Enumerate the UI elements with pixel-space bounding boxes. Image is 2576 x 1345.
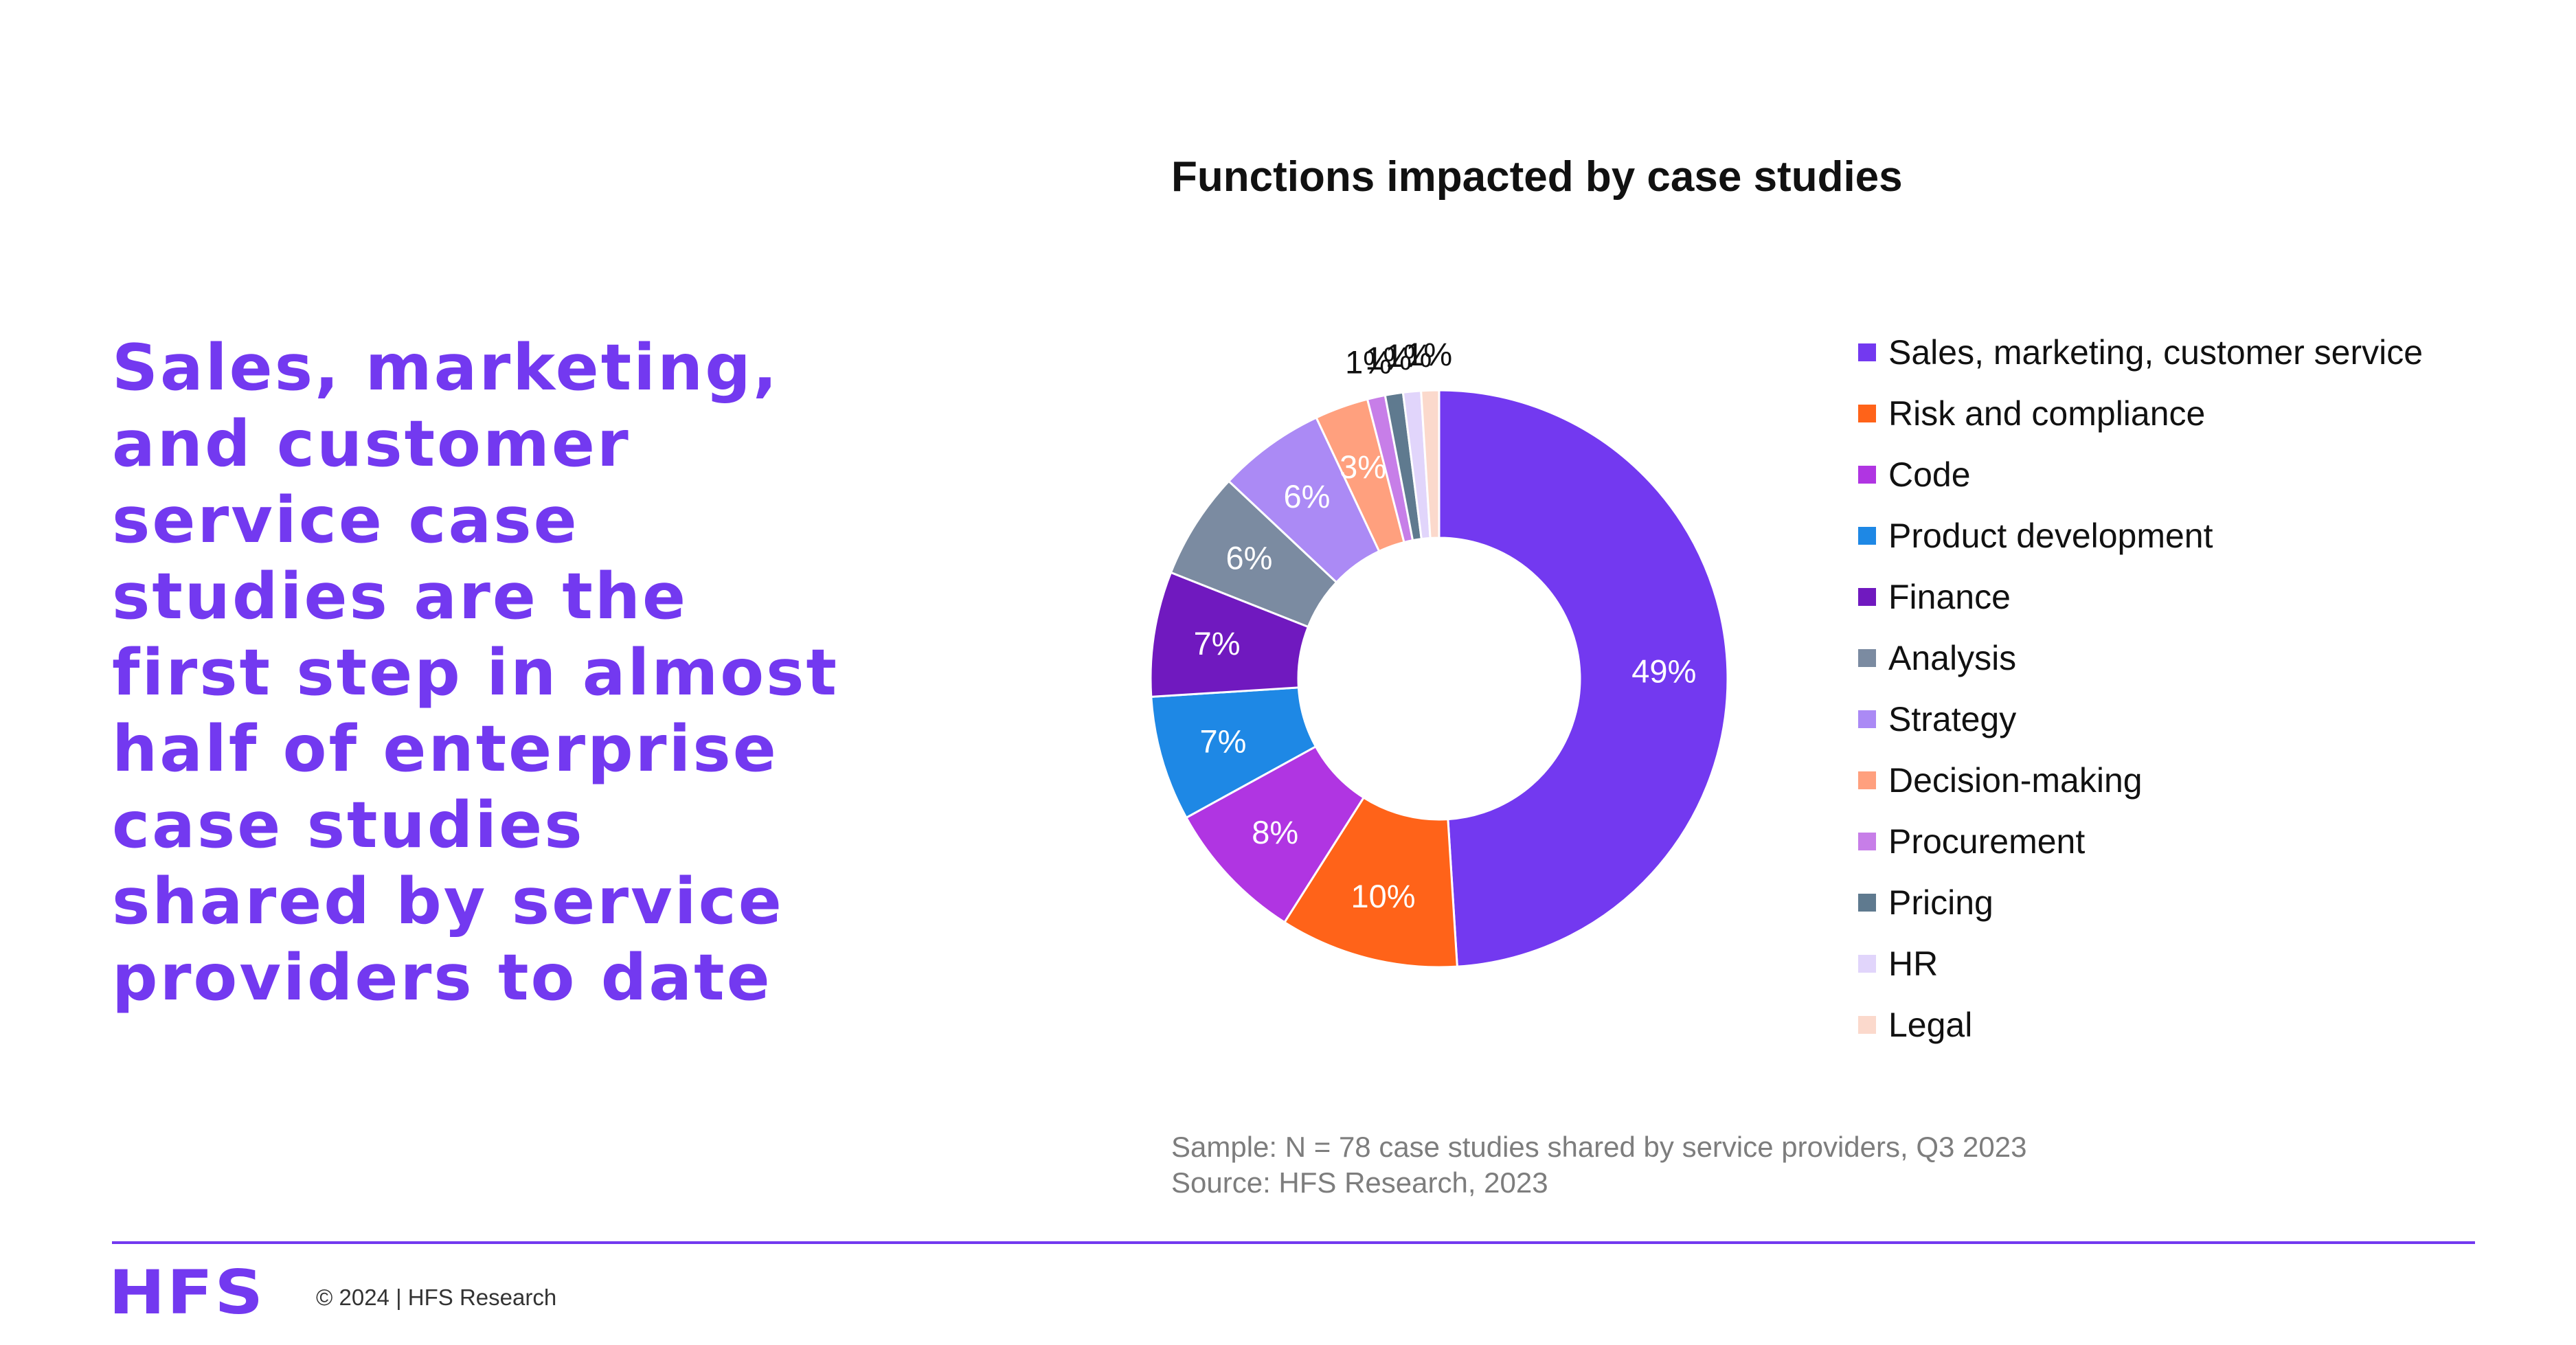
legend-item-sales-marketing-customer-service: Sales, marketing, customer service xyxy=(1858,321,2423,383)
chart-legend: Sales, marketing, customer service Risk a… xyxy=(1858,321,2423,1055)
legend-label: Risk and compliance xyxy=(1888,394,2205,433)
legend-label: HR xyxy=(1888,944,1938,984)
legend-item-code: Code xyxy=(1858,444,2423,505)
data-label-sales-marketing-customer-service: 49% xyxy=(1631,653,1696,690)
headline: Sales, marketing, and customer service c… xyxy=(112,330,1060,1016)
footer-divider xyxy=(112,1241,2475,1244)
legend-label: Product development xyxy=(1888,516,2213,556)
legend-label: Legal xyxy=(1888,1005,1972,1045)
data-label-analysis: 6% xyxy=(1226,540,1273,576)
legend-item-product-development: Product development xyxy=(1858,505,2423,566)
data-label-finance: 7% xyxy=(1194,625,1241,662)
sample-note: Sample: N = 78 case studies shared by se… xyxy=(1171,1129,2026,1165)
legend-swatch xyxy=(1858,466,1876,484)
legend-item-hr: HR xyxy=(1858,933,2423,994)
donut-chart: 49%10%8%7%7%6%6%3%1%1%1%1% xyxy=(1099,302,1827,1030)
legend-item-decision-making: Decision-making xyxy=(1858,749,2423,811)
legend-label: Code xyxy=(1888,455,1971,495)
legend-label: Strategy xyxy=(1888,699,2016,739)
legend-swatch xyxy=(1858,894,1876,912)
legend-item-risk-and-compliance: Risk and compliance xyxy=(1858,383,2423,444)
legend-label: Pricing xyxy=(1888,883,1993,923)
legend-label: Finance xyxy=(1888,577,2011,617)
legend-swatch xyxy=(1858,771,1876,789)
legend-label: Analysis xyxy=(1888,638,2016,678)
hfs-logo: HFS xyxy=(109,1263,265,1323)
legend-item-analysis: Analysis xyxy=(1858,627,2423,688)
legend-swatch xyxy=(1858,343,1876,361)
data-label-risk-and-compliance: 10% xyxy=(1351,878,1416,914)
data-label-code: 8% xyxy=(1252,814,1298,850)
chart-notes: Sample: N = 78 case studies shared by se… xyxy=(1171,1129,2026,1201)
legend-swatch xyxy=(1858,588,1876,606)
legend-item-finance: Finance xyxy=(1858,566,2423,627)
legend-label: Decision-making xyxy=(1888,760,2143,800)
data-label-strategy: 6% xyxy=(1284,478,1331,515)
legend-swatch xyxy=(1858,833,1876,850)
legend-item-strategy: Strategy xyxy=(1858,688,2423,749)
chart-title: Functions impacted by case studies xyxy=(1171,152,1903,201)
legend-item-legal: Legal xyxy=(1858,994,2423,1055)
data-label-decision-making: 3% xyxy=(1340,449,1386,485)
legend-swatch xyxy=(1858,710,1876,728)
source-note: Source: HFS Research, 2023 xyxy=(1171,1165,2026,1201)
legend-swatch xyxy=(1858,649,1876,667)
legend-swatch xyxy=(1858,405,1876,422)
legend-label: Sales, marketing, customer service xyxy=(1888,332,2423,372)
legend-item-pricing: Pricing xyxy=(1858,872,2423,933)
legend-swatch xyxy=(1858,527,1876,545)
legend-item-procurement: Procurement xyxy=(1858,811,2423,872)
data-label-legal: 1% xyxy=(1405,336,1452,372)
legend-label: Procurement xyxy=(1888,822,2085,861)
legend-swatch xyxy=(1858,955,1876,973)
data-label-product-development: 7% xyxy=(1200,723,1247,759)
legend-swatch xyxy=(1858,1016,1876,1034)
copyright-text: © 2024 | HFS Research xyxy=(316,1285,556,1311)
